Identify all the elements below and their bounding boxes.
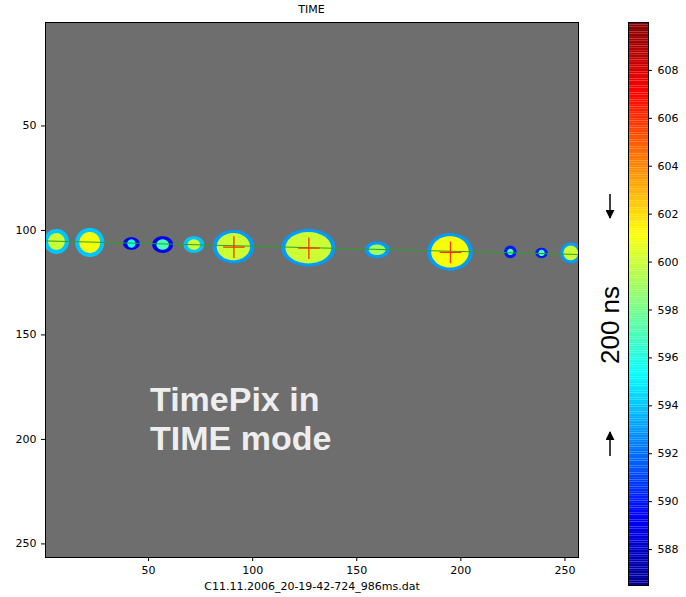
- svg-text:250: 250: [16, 537, 37, 550]
- svg-text:150: 150: [346, 564, 367, 577]
- svg-text:596: 596: [658, 351, 679, 364]
- svg-text:50: 50: [23, 119, 37, 132]
- svg-text:604: 604: [658, 160, 679, 173]
- svg-text:608: 608: [658, 64, 679, 77]
- svg-text:606: 606: [658, 112, 679, 125]
- svg-text:200 ns: 200 ns: [595, 286, 625, 364]
- svg-text:250: 250: [554, 564, 575, 577]
- svg-text:590: 590: [658, 495, 679, 508]
- svg-text:150: 150: [16, 328, 37, 341]
- svg-text:588: 588: [658, 543, 679, 556]
- svg-text:C11.11.2006_20-19-42-724_986ms: C11.11.2006_20-19-42-724_986ms.dat: [204, 580, 420, 593]
- svg-text:598: 598: [658, 304, 679, 317]
- svg-text:602: 602: [658, 208, 679, 221]
- svg-text:600: 600: [658, 256, 679, 269]
- svg-text:100: 100: [16, 224, 37, 237]
- html-text:TimePix in TIME mode: TimePix in TIME mode: [150, 380, 332, 458]
- html-text:TIME: TIME: [298, 3, 325, 16]
- svg-text:592: 592: [658, 447, 679, 460]
- svg-text:50: 50: [142, 564, 156, 577]
- svg-text:594: 594: [658, 399, 679, 412]
- svg-text:100: 100: [242, 564, 263, 577]
- svg-text:200: 200: [16, 433, 37, 446]
- svg-text:200: 200: [450, 564, 471, 577]
